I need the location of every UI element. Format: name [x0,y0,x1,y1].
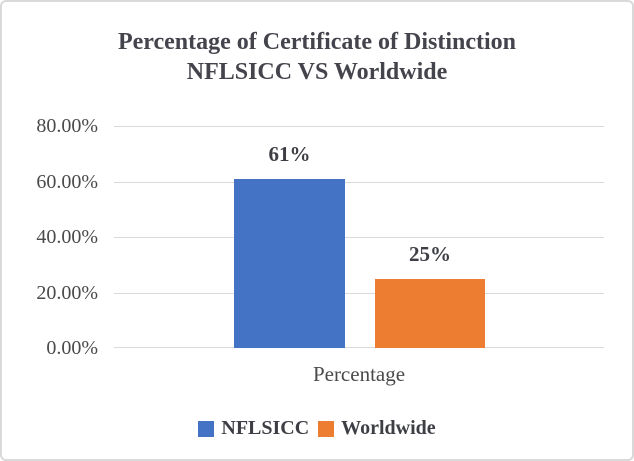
y-axis-tick-label: 20.00% [36,281,98,304]
legend: NFLSICC Worldwide [2,417,632,440]
legend-label: Worldwide [341,417,436,439]
chart-title-line1: Percentage of Certificate of Distinction [117,29,517,55]
legend-label: NFLSICC [221,417,310,439]
legend-swatch-nflsicc [198,420,215,437]
legend-item-worldwide: Worldwide [318,417,436,440]
y-axis-tick-label: 80.00% [36,115,98,137]
data-label-nflsicc: 61% [268,142,311,166]
legend-item-nflsicc: NFLSICC [198,417,309,440]
data-label-worldwide: 25% [409,242,451,266]
gridline [114,126,604,127]
gridline [114,181,604,183]
chart-title: Percentage of Certificate of Distinction… [2,27,632,87]
plot-area: 61% 25% [114,126,604,348]
gridline [114,237,604,238]
x-axis-category-label: Percentage [312,362,406,386]
gridline [114,347,604,348]
chart-title-line2: NFLSICC VS Worldwide [186,59,448,85]
y-axis-tick-label: 40.00% [36,226,98,248]
y-axis-tick-label: 0.00% [46,337,98,359]
gridline [114,292,604,294]
y-axis-tick-label: 60.00% [36,170,98,193]
bar-worldwide [375,279,485,348]
legend-swatch-worldwide [318,420,335,437]
bar-nflsicc [234,179,345,348]
